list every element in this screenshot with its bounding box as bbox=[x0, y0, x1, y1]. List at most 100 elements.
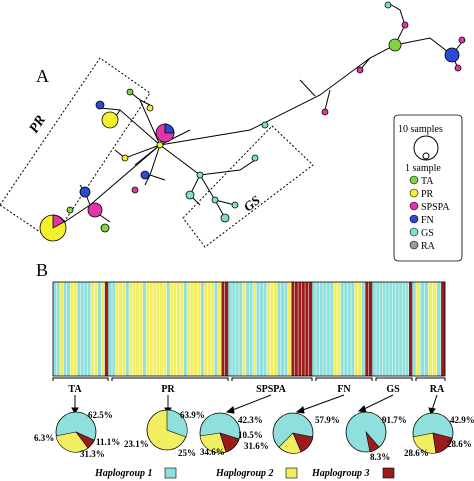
haplotype-stripe bbox=[389, 282, 393, 376]
haplotype-node bbox=[211, 196, 219, 204]
haplotype-node bbox=[79, 186, 91, 198]
gs-group-label: GS bbox=[241, 192, 263, 214]
pie-percentage: 6.3% bbox=[34, 433, 54, 443]
haplotype-stripe bbox=[287, 282, 292, 376]
haplotype-stripe bbox=[73, 282, 78, 376]
haplotype-stripe bbox=[210, 282, 215, 376]
haplotype-stripe bbox=[294, 282, 299, 376]
haplogroup-legend-label: Haplogroup 1 bbox=[94, 468, 153, 479]
haplotype-stripe bbox=[379, 282, 383, 376]
haplotype-stripe bbox=[80, 282, 85, 376]
haplotype-stripe bbox=[87, 282, 92, 376]
pie-percentage: 31.6% bbox=[244, 441, 269, 451]
haplotype-node bbox=[321, 108, 329, 116]
haplotype-stripe bbox=[104, 282, 109, 376]
legend-frame bbox=[393, 114, 463, 262]
haplotype-stripe bbox=[301, 282, 306, 376]
pie-percentage: 11.1% bbox=[96, 437, 120, 447]
haplotype-node bbox=[231, 201, 239, 209]
haplotype-stripe bbox=[90, 282, 95, 376]
haplotype-stripe bbox=[361, 282, 366, 376]
haplotype-stripe bbox=[436, 282, 442, 376]
haplotype-node bbox=[87, 202, 103, 218]
pie-percentage: 23.1% bbox=[124, 439, 149, 449]
haplotype-stripe bbox=[259, 282, 264, 376]
pie-percentage: 31.3% bbox=[80, 449, 105, 459]
haplotype-stripe bbox=[344, 282, 348, 376]
population-label: SPSPA bbox=[256, 384, 287, 395]
haplotype-stripe bbox=[77, 282, 81, 376]
pie-percentage: 8.3% bbox=[370, 452, 390, 462]
pie-ta bbox=[55, 411, 97, 453]
haplotype-node bbox=[454, 64, 462, 72]
gs-group-box bbox=[182, 125, 314, 248]
legend-item-label: FN bbox=[421, 215, 434, 226]
haplotype-stripe bbox=[368, 282, 373, 376]
haplotype-node bbox=[185, 190, 195, 200]
haplotype-stripe bbox=[270, 282, 274, 376]
haplotype-stripe bbox=[183, 282, 188, 376]
legend-swatch bbox=[409, 240, 419, 250]
haplotype-stripe bbox=[245, 282, 250, 376]
haplotype-node bbox=[156, 141, 164, 149]
haplotype-stripe bbox=[432, 282, 437, 376]
legend-item-label: PR bbox=[421, 189, 434, 200]
haplotype-stripe bbox=[273, 282, 278, 376]
haplotype-stripe bbox=[308, 282, 313, 376]
haplotype-stripe bbox=[53, 282, 57, 376]
haplotype-stripe bbox=[112, 282, 116, 376]
haplotype-stripe bbox=[291, 282, 295, 376]
haplotype-node bbox=[261, 121, 269, 129]
haplotype-stripe bbox=[190, 282, 195, 376]
legend-item-label: SPSPA bbox=[421, 202, 450, 213]
pie-percentage: 91.7% bbox=[382, 415, 407, 425]
panel-a-label: A bbox=[36, 66, 49, 86]
legend-swatch bbox=[409, 188, 419, 198]
haplogroup-1-swatch bbox=[164, 467, 177, 479]
pie-percentage: 42.9% bbox=[450, 415, 474, 425]
haplotype-stripe bbox=[125, 282, 130, 376]
haplotype-stripe bbox=[351, 282, 355, 376]
haplogroup-3-swatch bbox=[382, 467, 395, 479]
pie-percentage: 34.6% bbox=[200, 447, 225, 457]
panel-b-label: B bbox=[36, 260, 48, 280]
haplotype-stripe bbox=[358, 282, 362, 376]
haplotype-stripe bbox=[333, 282, 338, 376]
legend-item-label: TA bbox=[421, 176, 434, 187]
haplotype-stripe bbox=[256, 282, 261, 376]
haplotype-stripe bbox=[173, 282, 178, 376]
haplotype-stripe bbox=[166, 282, 171, 376]
haplotype-stripe bbox=[122, 282, 126, 376]
haplotype-stripe bbox=[159, 282, 164, 376]
haplotype-node bbox=[146, 104, 154, 112]
haplotype-stripe bbox=[416, 282, 421, 376]
haplotype-stripe bbox=[129, 282, 133, 376]
haplotype-stripe bbox=[420, 282, 425, 376]
haplotype-stripe bbox=[180, 282, 184, 376]
pr-group-box bbox=[0, 57, 151, 241]
haplotype-stripe bbox=[221, 282, 225, 376]
haplotype-node bbox=[444, 47, 460, 63]
haplotype-stripe bbox=[187, 282, 191, 376]
haplotype-stripe bbox=[97, 282, 102, 376]
haplotype-stripe bbox=[224, 282, 229, 376]
haplotype-node bbox=[101, 111, 119, 129]
haplogroup-legend-label: Haplogroup 2 bbox=[215, 468, 274, 479]
haplotype-stripe bbox=[395, 282, 400, 376]
haplotype-stripe bbox=[83, 282, 88, 376]
haplotype-stripe bbox=[440, 282, 446, 376]
haplotype-stripe bbox=[132, 282, 137, 376]
haplotype-stripe bbox=[242, 282, 247, 376]
haplotype-stripe bbox=[207, 282, 212, 376]
haplotype-stripe bbox=[428, 282, 433, 376]
haplotype-stripe bbox=[139, 282, 143, 376]
haplotype-stripe bbox=[142, 282, 147, 376]
pie-percentage: 62.5% bbox=[88, 410, 113, 420]
haplotype-stripe bbox=[330, 282, 334, 376]
haplotype-stripe bbox=[163, 282, 167, 376]
haplotype-stripe bbox=[170, 282, 174, 376]
haplogroup-stripe-plot bbox=[52, 281, 446, 377]
legend-swatch bbox=[409, 214, 419, 224]
haplotype-stripe bbox=[135, 282, 140, 376]
haplotype-node bbox=[95, 100, 105, 110]
